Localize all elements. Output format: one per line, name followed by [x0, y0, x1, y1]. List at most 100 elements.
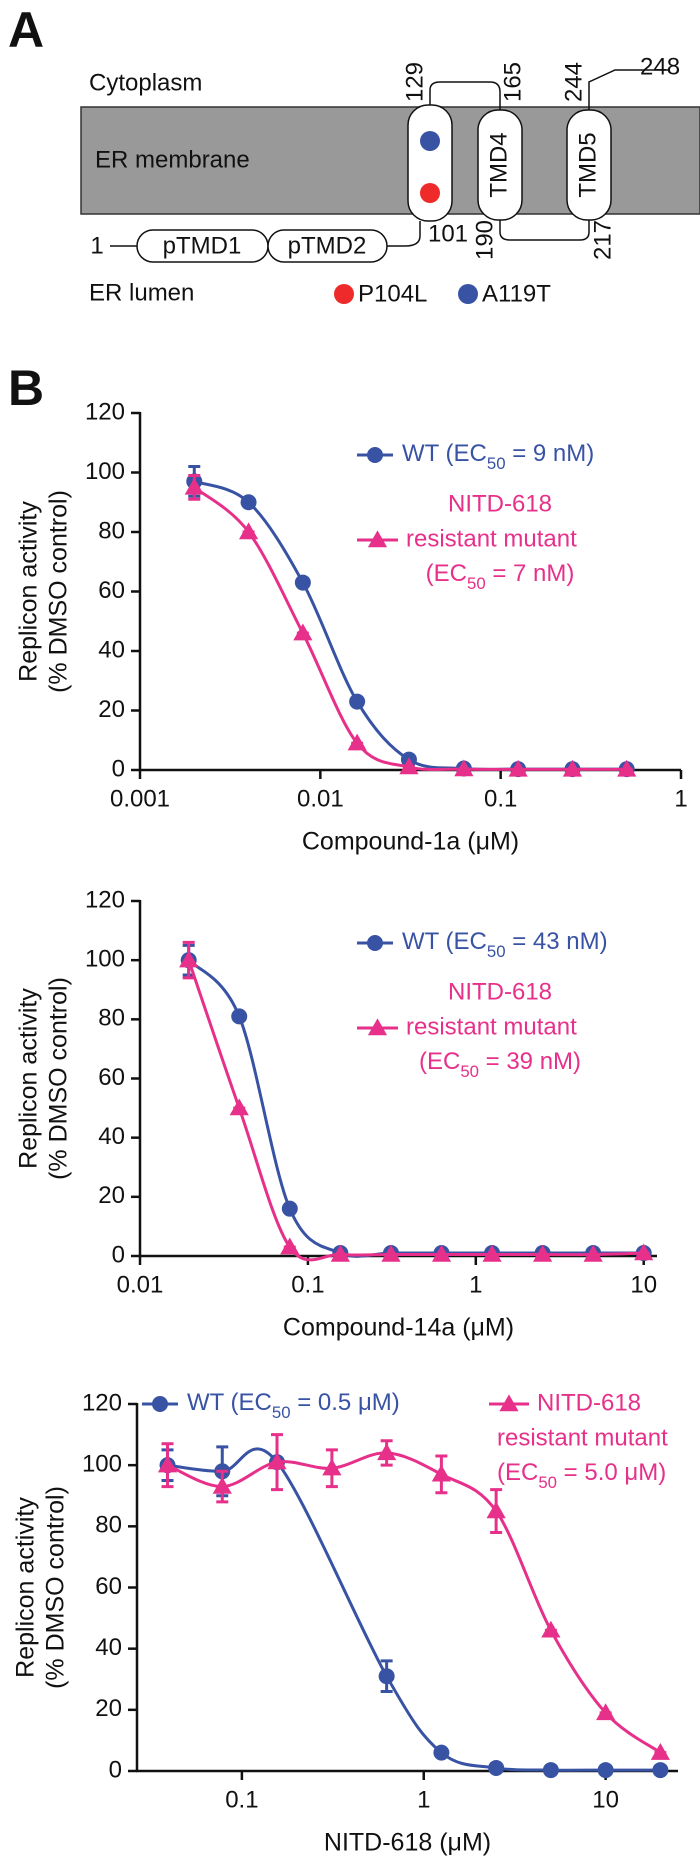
y-tick-label: 0: [112, 755, 125, 782]
legend-label: P104L: [358, 280, 427, 307]
y-axis-label: (% DMSO control): [42, 1486, 70, 1689]
marker: [634, 1243, 654, 1261]
panel-label: B: [8, 360, 44, 416]
x-tick-label: 0.001: [110, 785, 170, 812]
residue: 165: [499, 62, 526, 102]
x-tick-label: 0.1: [225, 1786, 258, 1813]
legend-marker: [367, 447, 383, 463]
marker: [597, 1762, 614, 1779]
marker: [240, 494, 257, 511]
y-tick-label: 20: [98, 696, 125, 723]
fit-curve: [187, 959, 644, 1258]
marker: [541, 1620, 561, 1638]
marker: [542, 1762, 559, 1779]
x-axis-label: Compound-1a (μM): [302, 828, 519, 856]
marker: [238, 522, 259, 540]
residue: 217: [589, 220, 616, 260]
y-tick-label: 120: [85, 886, 125, 913]
fit-curve: [167, 1447, 661, 1772]
x-tick-label: 1: [674, 785, 687, 812]
marker: [596, 1703, 616, 1721]
mutation-site: [420, 131, 440, 151]
marker: [433, 1744, 450, 1761]
legend-label: resistant mutant: [406, 525, 577, 552]
tmd3: [407, 104, 453, 222]
legend-dot: [334, 284, 354, 304]
y-tick-label: 40: [95, 1634, 122, 1661]
y-tick-label: 60: [95, 1573, 122, 1600]
domain-box: [267, 229, 388, 263]
marker: [617, 759, 637, 777]
panel-a: A Cytoplasm ER membrane ER lumen TMD4 TM…: [8, 2, 700, 307]
y-tick-label: 120: [82, 1389, 122, 1416]
linker: [110, 221, 421, 247]
domain-label: pTMD1: [163, 232, 242, 259]
legend-label: resistant mutant: [497, 1424, 668, 1451]
x-tick-label: 1: [469, 1271, 482, 1298]
legend-label: A119T: [482, 280, 551, 307]
marker: [583, 1244, 603, 1262]
y-tick-label: 80: [95, 1512, 122, 1539]
fit-curve: [166, 1451, 662, 1754]
marker: [454, 759, 474, 777]
x-tick-label: 1: [417, 1786, 430, 1813]
y-tick-label: 40: [98, 636, 125, 663]
marker: [378, 1668, 395, 1685]
marker: [349, 693, 366, 710]
marker: [482, 1244, 502, 1262]
legend-label: (EC50 = 39 nM): [419, 1048, 581, 1081]
residue: 248: [640, 53, 680, 80]
legend-label: WT (EC50 = 0.5 μM): [187, 1389, 400, 1422]
region-label: ER membrane: [95, 146, 250, 173]
x-tick-label: 0.01: [297, 785, 344, 812]
legend-label: resistant mutant: [406, 1013, 577, 1040]
marker: [431, 1464, 451, 1482]
y-tick-label: 100: [85, 458, 125, 485]
y-tick-label: 20: [95, 1695, 122, 1722]
x-tick-label: 0.01: [117, 1271, 164, 1298]
y-tick-label: 60: [98, 577, 125, 604]
marker: [399, 757, 419, 775]
y-tick-label: 0: [112, 1241, 125, 1268]
domain-label: TMD5: [574, 132, 601, 197]
y-tick-label: 60: [98, 1064, 125, 1091]
y-tick-label: 80: [98, 517, 125, 544]
panel-label: A: [8, 2, 44, 58]
residue: 101: [428, 220, 468, 247]
marker: [650, 1743, 670, 1760]
y-tick-label: 20: [98, 1182, 125, 1209]
marker: [330, 1244, 350, 1262]
region-label: Cytoplasm: [89, 69, 202, 96]
legend-label: (EC50 = 5.0 μM): [497, 1459, 666, 1492]
legend-marker: [152, 1396, 168, 1412]
x-axis-label: NITD-618 (μM): [324, 1829, 491, 1857]
legend-label: (EC50 = 7 nM): [426, 560, 575, 593]
marker: [281, 1200, 298, 1217]
x-tick-label: 10: [630, 1271, 657, 1298]
mutation-site: [420, 183, 440, 203]
y-tick-label: 40: [98, 1123, 125, 1150]
marker: [652, 1762, 669, 1779]
marker: [280, 1237, 300, 1255]
marker: [381, 1244, 401, 1262]
residue: 129: [401, 62, 428, 102]
fit-curve: [187, 959, 644, 1262]
legend-dot: [458, 284, 478, 304]
marker: [508, 759, 528, 777]
marker: [431, 1244, 452, 1262]
legend-label: NITD-618: [448, 978, 552, 1005]
y-tick-label: 100: [85, 946, 125, 973]
marker: [347, 733, 367, 751]
marker: [562, 759, 583, 777]
residue: 1: [90, 232, 103, 259]
y-axis-label: (% DMSO control): [45, 977, 73, 1180]
domain-label: pTMD2: [288, 232, 367, 259]
x-axis-label: Compound-14a (μM): [283, 1314, 514, 1342]
marker: [533, 1244, 553, 1262]
y-tick-label: 100: [82, 1451, 122, 1478]
chart: 0 20 40 60 80 100 120 0.1 1 10 NITD-618 (μM) Replic…: [12, 1389, 678, 1857]
x-tick-label: 10: [592, 1786, 619, 1813]
y-tick-label: 80: [98, 1005, 125, 1032]
y-tick-label: 120: [85, 398, 125, 425]
